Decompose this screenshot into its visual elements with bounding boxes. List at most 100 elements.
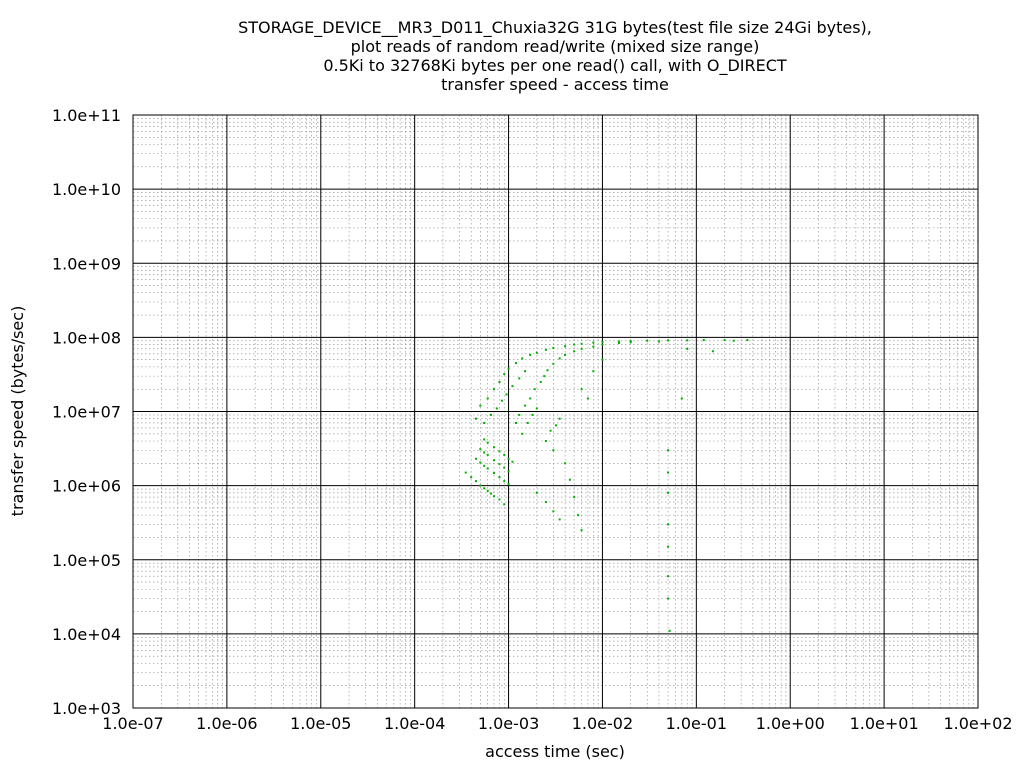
scatter-point xyxy=(667,597,670,600)
scatter-point xyxy=(474,457,477,460)
y-tick-label: 1.0e+03 xyxy=(52,699,121,718)
scatter-point xyxy=(558,417,561,420)
scatter-point xyxy=(711,350,714,353)
scatter-point xyxy=(507,367,510,370)
scatter-point xyxy=(503,373,506,376)
scatter-point xyxy=(524,404,527,407)
scatter-point xyxy=(483,451,486,454)
scatter-point xyxy=(503,453,506,456)
scatter-point xyxy=(573,343,576,346)
scatter-point xyxy=(552,362,555,365)
y-tick-label: 1.0e+10 xyxy=(52,180,121,199)
scatter-point xyxy=(564,345,567,348)
scatter-point xyxy=(617,340,620,343)
x-tick-label: 1.0e+01 xyxy=(850,714,919,733)
scatter-point xyxy=(474,480,477,483)
scatter-point xyxy=(498,476,501,479)
scatter-point xyxy=(667,339,670,342)
scatter-point xyxy=(564,462,567,465)
scatter-point xyxy=(564,353,567,356)
scatter-point xyxy=(586,397,589,400)
scatter-point xyxy=(617,341,620,344)
scatter-point xyxy=(558,518,561,521)
scatter-point xyxy=(493,459,496,462)
scatter-point xyxy=(580,342,583,345)
y-tick-label: 1.0e+07 xyxy=(52,403,121,422)
x-tick-label: 1.0e-02 xyxy=(572,714,633,733)
scatter-point xyxy=(667,491,670,494)
scatter-point xyxy=(629,341,632,344)
scatter-point xyxy=(577,514,580,517)
scatter-point xyxy=(486,489,489,492)
chart-title: STORAGE_DEVICE__MR3_D011_Chuxia32G 31G b… xyxy=(238,18,872,94)
scatter-point xyxy=(568,478,571,481)
scatter-point xyxy=(702,339,705,342)
scatter-point xyxy=(668,629,671,632)
scatter-point xyxy=(667,523,670,526)
scatter-point xyxy=(486,441,489,444)
y-axis-label: transfer speed (bytes/sec) xyxy=(8,306,27,517)
scatter-point xyxy=(483,421,486,424)
x-axis-ticks: 1.0e-07 1.0e-06 1.0e-05 1.0e-04 1.0e-03 1.0e-… xyxy=(102,714,1012,733)
scatter-point xyxy=(479,484,482,487)
scatter-point xyxy=(680,397,683,400)
scatter-point xyxy=(686,339,689,342)
scatter-point xyxy=(507,483,510,486)
scatter-point xyxy=(503,503,506,506)
scatter-point xyxy=(521,432,524,435)
scatter-point xyxy=(552,510,555,513)
scatter-point xyxy=(573,350,576,353)
x-tick-label: 1.0e-06 xyxy=(196,714,257,733)
scatter-point xyxy=(592,370,595,373)
title-line-2: plot reads of random read/write (mixed s… xyxy=(351,37,760,56)
scatter-point xyxy=(535,407,538,410)
scatter-point xyxy=(493,388,496,391)
scatter-point xyxy=(479,461,482,464)
scatter-point xyxy=(667,449,670,452)
title-line-3: 0.5Ki to 32768Ki bytes per one read() ca… xyxy=(323,56,787,76)
scatter-point xyxy=(511,385,514,388)
y-tick-label: 1.0e+05 xyxy=(52,551,121,570)
scatter-point xyxy=(524,370,527,373)
scatter-point xyxy=(529,353,532,356)
scatter-point xyxy=(498,381,501,384)
y-tick-label: 1.0e+08 xyxy=(52,328,121,347)
scatter-point xyxy=(511,460,514,463)
scatter-point xyxy=(531,413,534,416)
scatter-point xyxy=(518,377,521,380)
y-tick-label: 1.0e+11 xyxy=(52,106,121,125)
scatter-point xyxy=(521,357,524,360)
x-tick-label: 1.0e-04 xyxy=(384,714,445,733)
scatter-point xyxy=(479,404,482,407)
scatter-point xyxy=(552,346,555,349)
scatter-point xyxy=(495,407,498,410)
scatter-point xyxy=(493,446,496,449)
scatter-point xyxy=(601,358,604,361)
scatter-point xyxy=(507,470,510,473)
scatter-point xyxy=(601,340,604,343)
x-tick-label: 1.0e+02 xyxy=(943,714,1012,733)
x-tick-label: 1.0e+00 xyxy=(756,714,825,733)
scatter-point xyxy=(580,347,583,350)
title-line-4: transfer speed - access time xyxy=(441,75,669,94)
scatter-point xyxy=(580,388,583,391)
scatter-point xyxy=(498,450,501,453)
scatter-point xyxy=(535,351,538,354)
y-axis-ticks: 1.0e+03 1.0e+04 1.0e+05 1.0e+06 1.0e+07 1.0e+… xyxy=(52,106,121,718)
scatter-point xyxy=(549,429,552,432)
y-tick-label: 1.0e+06 xyxy=(52,477,121,496)
x-tick-label: 1.0e-03 xyxy=(478,714,539,733)
scatter-point xyxy=(746,339,749,342)
title-line-1: STORAGE_DEVICE__MR3_D011_Chuxia32G 31G b… xyxy=(238,18,872,38)
scatter-point xyxy=(498,463,501,466)
scatter-point xyxy=(514,421,517,424)
scatter-point xyxy=(667,545,670,548)
scatter-point xyxy=(686,347,689,350)
scatter-point xyxy=(474,417,477,420)
scatter-point xyxy=(667,471,670,474)
scatter-point xyxy=(464,471,467,474)
scatter-point xyxy=(486,453,489,456)
scatter-point xyxy=(518,413,521,416)
scatter-point xyxy=(732,339,735,342)
